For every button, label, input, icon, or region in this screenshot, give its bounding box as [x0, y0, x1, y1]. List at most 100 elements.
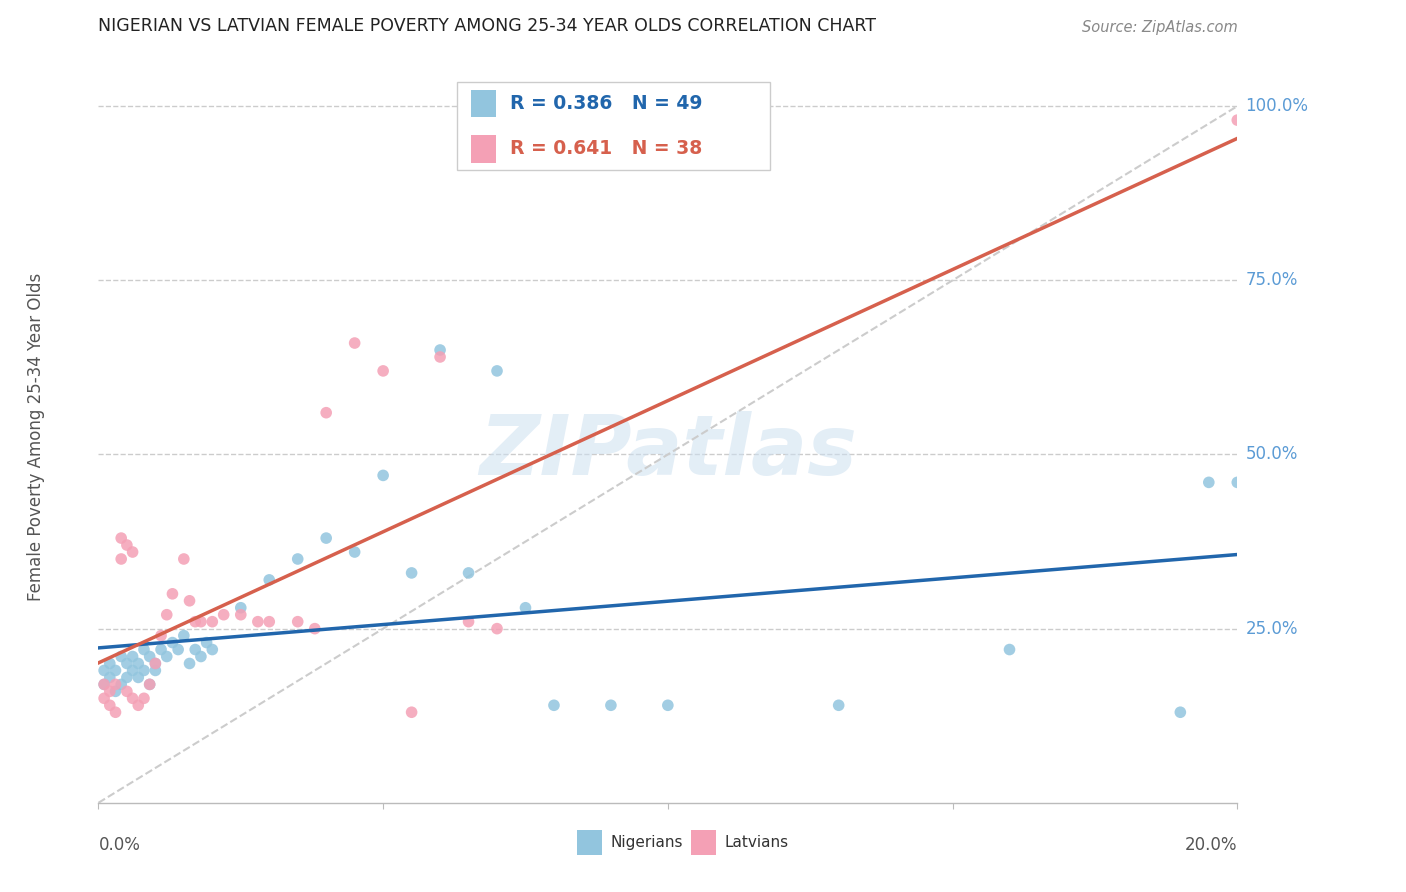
Point [515, 600, 537, 615]
Point [457, 615, 479, 629]
Point [104, 684, 127, 698]
Text: 50.0%: 50.0% [1246, 445, 1298, 464]
Point [304, 622, 326, 636]
Point [93, 664, 115, 678]
Point [138, 649, 160, 664]
Point [184, 615, 207, 629]
Point [998, 642, 1021, 657]
Point [828, 698, 851, 713]
Point [246, 615, 269, 629]
Point [179, 594, 201, 608]
Point [1226, 113, 1249, 128]
Point [167, 642, 190, 657]
Point [429, 350, 451, 364]
Point [110, 531, 132, 545]
Text: 75.0%: 75.0% [1246, 271, 1298, 289]
Point [401, 566, 423, 580]
Point [195, 635, 218, 649]
Point [132, 642, 155, 657]
Point [201, 615, 224, 629]
Point [229, 607, 252, 622]
Point [343, 336, 366, 351]
Point [115, 538, 138, 552]
Point [138, 677, 160, 691]
Bar [471, 135, 496, 163]
Bar [471, 90, 496, 118]
Point [127, 698, 149, 713]
Point [115, 670, 138, 684]
Point [121, 545, 143, 559]
Text: 20.0%: 20.0% [1185, 836, 1237, 854]
Point [110, 677, 132, 691]
Point [145, 657, 167, 671]
Text: 100.0%: 100.0% [1246, 97, 1309, 115]
Point [115, 657, 138, 671]
Point [145, 657, 167, 671]
Point [121, 664, 143, 678]
Point [173, 552, 195, 566]
Point [104, 677, 127, 691]
Point [162, 635, 184, 649]
Point [600, 698, 623, 713]
Point [93, 677, 115, 691]
Point [98, 698, 121, 713]
Point [93, 677, 115, 691]
Point [179, 657, 201, 671]
Point [457, 566, 479, 580]
Point [132, 691, 155, 706]
Text: ZIPatlas: ZIPatlas [479, 411, 856, 492]
Point [373, 468, 395, 483]
Point [259, 573, 281, 587]
Point [121, 691, 143, 706]
Point [190, 649, 212, 664]
Point [543, 698, 565, 713]
Point [162, 587, 184, 601]
Point [486, 364, 509, 378]
Point [184, 642, 207, 657]
Point [145, 664, 167, 678]
Point [104, 705, 127, 719]
Point [212, 607, 235, 622]
Point [93, 691, 115, 706]
Bar [690, 830, 716, 855]
Point [150, 629, 173, 643]
Point [138, 677, 160, 691]
Point [1226, 475, 1249, 490]
Point [127, 657, 149, 671]
Point [429, 343, 451, 357]
Point [121, 649, 143, 664]
Point [156, 649, 179, 664]
Point [98, 670, 121, 684]
Text: 25.0%: 25.0% [1246, 620, 1298, 638]
Point [132, 664, 155, 678]
Point [104, 664, 127, 678]
Point [401, 705, 423, 719]
Point [156, 607, 179, 622]
Point [110, 649, 132, 664]
Text: Female Poverty Among 25-34 Year Olds: Female Poverty Among 25-34 Year Olds [27, 273, 45, 601]
Point [150, 642, 173, 657]
Point [115, 684, 138, 698]
Point [98, 684, 121, 698]
Point [98, 657, 121, 671]
Point [173, 629, 195, 643]
Point [373, 364, 395, 378]
Point [110, 552, 132, 566]
Point [343, 545, 366, 559]
Point [1170, 705, 1192, 719]
Point [486, 622, 509, 636]
Point [657, 698, 679, 713]
Point [287, 615, 309, 629]
FancyBboxPatch shape [457, 82, 770, 170]
Text: Nigerians: Nigerians [612, 835, 683, 850]
Text: NIGERIAN VS LATVIAN FEMALE POVERTY AMONG 25-34 YEAR OLDS CORRELATION CHART: NIGERIAN VS LATVIAN FEMALE POVERTY AMONG… [98, 17, 876, 35]
Point [1198, 475, 1220, 490]
Point [259, 615, 281, 629]
Text: Latvians: Latvians [725, 835, 789, 850]
Point [229, 600, 252, 615]
Point [315, 531, 337, 545]
Point [287, 552, 309, 566]
Text: R = 0.386   N = 49: R = 0.386 N = 49 [509, 94, 702, 113]
Text: Source: ZipAtlas.com: Source: ZipAtlas.com [1081, 20, 1237, 35]
Text: 0.0%: 0.0% [98, 836, 141, 854]
